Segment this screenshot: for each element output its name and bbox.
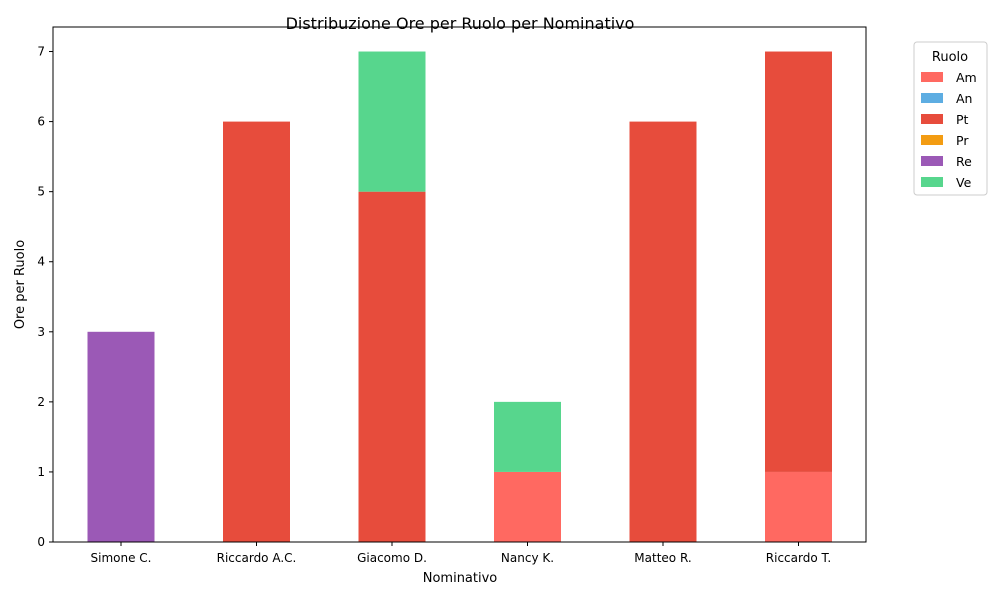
bar-pt-4 xyxy=(629,121,697,543)
x-tick-label-4: Matteo R. xyxy=(634,551,691,565)
legend-label-an: An xyxy=(956,91,972,106)
x-tick-label-2: Giacomo D. xyxy=(357,551,427,565)
legend-swatch-pt xyxy=(921,114,943,124)
y-tick-label-4: 4 xyxy=(37,255,45,269)
legend-items: Am An Pt Pr Re Ve xyxy=(921,70,977,190)
x-axis-label: Nominativo xyxy=(423,571,498,586)
legend-label-pr: Pr xyxy=(956,133,969,148)
y-tick-label-1: 1 xyxy=(37,465,45,479)
bar-am-5 xyxy=(765,471,832,542)
bar-re-0 xyxy=(87,331,155,542)
legend-swatch-re xyxy=(921,156,943,166)
y-tick-label-5: 5 xyxy=(37,185,45,199)
y-tick-label-2: 2 xyxy=(37,395,45,409)
y-tick-label-0: 0 xyxy=(37,535,45,549)
y-axis: 0 1 2 3 4 5 6 7 xyxy=(37,45,53,549)
legend-label-ve: Ve xyxy=(956,175,972,190)
bar-pt-2 xyxy=(358,191,426,543)
bar-ve-2 xyxy=(358,51,426,192)
bar-pt-1 xyxy=(223,121,290,543)
bar-pt-5 xyxy=(765,51,832,472)
x-tick-label-5: Riccardo T. xyxy=(766,551,831,565)
legend-label-am: Am xyxy=(956,70,977,85)
legend: Ruolo Am An Pt Pr Re Ve xyxy=(913,41,988,196)
legend-title: Ruolo xyxy=(932,50,968,65)
legend-label-re: Re xyxy=(956,154,972,169)
plot-frame xyxy=(52,26,867,543)
legend-swatch-am xyxy=(921,72,943,82)
chart-title: Distribuzione Ore per Ruolo per Nominati… xyxy=(286,14,635,33)
y-tick-label-6: 6 xyxy=(37,115,45,129)
x-tick-label-1: Riccardo A.C. xyxy=(217,551,297,565)
x-axis: Simone C. Riccardo A.C. Giacomo D. Nancy K.… xyxy=(91,542,831,565)
bar-ve-3 xyxy=(494,401,561,472)
x-tick-label-3: Nancy K. xyxy=(501,551,554,565)
legend-swatch-ve xyxy=(921,177,943,187)
y-tick-label-3: 3 xyxy=(37,325,45,339)
legend-swatch-an xyxy=(921,93,943,103)
bars-layer xyxy=(87,51,832,543)
bar-am-3 xyxy=(494,471,561,542)
x-tick-label-0: Simone C. xyxy=(91,551,152,565)
legend-label-pt: Pt xyxy=(956,112,969,127)
y-axis-label: Ore per Ruolo xyxy=(13,240,28,329)
y-tick-label-7: 7 xyxy=(37,45,45,59)
legend-swatch-pr xyxy=(921,135,943,145)
